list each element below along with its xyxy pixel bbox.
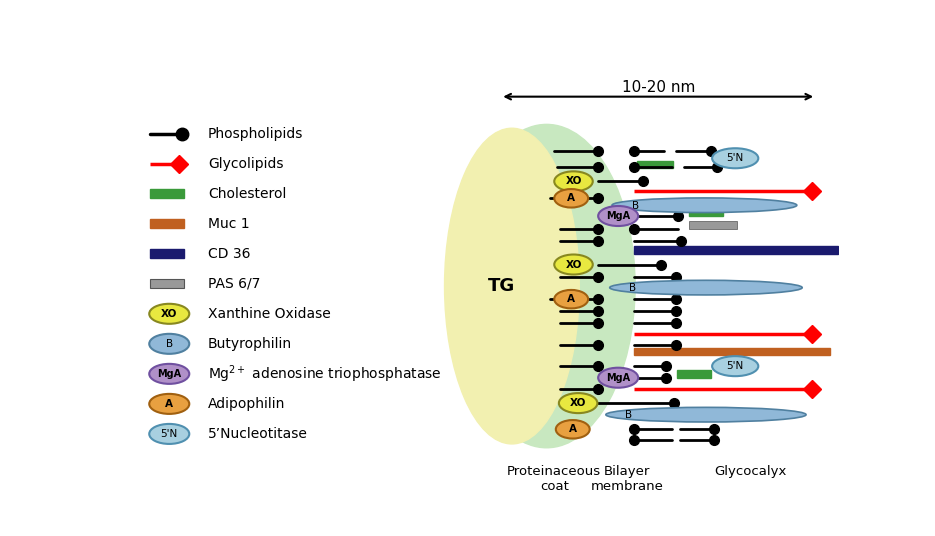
Ellipse shape <box>150 364 189 384</box>
Text: Muc 1: Muc 1 <box>208 217 250 230</box>
Text: Proteinaceous
coat: Proteinaceous coat <box>507 465 601 493</box>
Text: 5'N: 5'N <box>726 361 744 371</box>
Text: MgA: MgA <box>606 211 630 221</box>
Text: Bilayer
membrane: Bilayer membrane <box>591 465 664 493</box>
Text: TG: TG <box>487 277 515 295</box>
Bar <box>634 246 838 254</box>
Ellipse shape <box>554 172 593 191</box>
Text: Cholesterol: Cholesterol <box>208 187 286 200</box>
Text: A: A <box>568 425 577 434</box>
Bar <box>150 189 184 198</box>
Ellipse shape <box>458 124 635 448</box>
Ellipse shape <box>150 394 189 414</box>
Text: MgA: MgA <box>606 373 630 383</box>
Text: B: B <box>626 411 632 420</box>
Text: B: B <box>165 339 173 349</box>
Text: XO: XO <box>570 398 586 408</box>
Text: XO: XO <box>161 309 178 319</box>
Text: Adipophilin: Adipophilin <box>208 397 285 411</box>
Ellipse shape <box>598 368 639 388</box>
Ellipse shape <box>610 280 802 295</box>
Text: $\mathregular{Mg^{2+}}$ adenosine triophosphatase: $\mathregular{Mg^{2+}}$ adenosine trioph… <box>208 363 441 385</box>
Bar <box>689 209 723 216</box>
Text: PAS 6/7: PAS 6/7 <box>208 277 260 291</box>
Ellipse shape <box>712 356 758 376</box>
Text: CD 36: CD 36 <box>208 247 251 260</box>
Text: 5'N: 5'N <box>161 429 178 439</box>
Ellipse shape <box>559 393 597 413</box>
Ellipse shape <box>150 304 189 324</box>
Ellipse shape <box>444 128 580 444</box>
Text: XO: XO <box>566 176 582 187</box>
Text: MgA: MgA <box>157 369 181 379</box>
Text: 5’Nucleotitase: 5’Nucleotitase <box>208 427 308 441</box>
Text: A: A <box>568 193 575 203</box>
Text: A: A <box>568 294 575 304</box>
Ellipse shape <box>554 290 588 308</box>
Bar <box>677 370 711 378</box>
Ellipse shape <box>612 198 797 213</box>
Text: XO: XO <box>566 259 582 270</box>
Bar <box>150 219 184 228</box>
Text: Xanthine Oxidase: Xanthine Oxidase <box>208 307 330 321</box>
Text: B: B <box>629 284 637 293</box>
Ellipse shape <box>150 424 189 444</box>
Ellipse shape <box>555 420 590 438</box>
Bar <box>638 161 673 168</box>
Ellipse shape <box>554 189 588 207</box>
Bar <box>150 249 184 258</box>
Text: B: B <box>631 201 639 211</box>
Ellipse shape <box>606 407 806 422</box>
Bar <box>150 279 184 288</box>
Text: 5'N: 5'N <box>726 153 744 163</box>
Ellipse shape <box>554 255 593 274</box>
Text: Phospholipids: Phospholipids <box>208 126 303 140</box>
Text: A: A <box>165 399 173 409</box>
Text: 10-20 nm: 10-20 nm <box>622 80 695 95</box>
Bar <box>689 221 737 229</box>
Text: Glycocalyx: Glycocalyx <box>714 465 786 478</box>
Bar <box>634 348 830 355</box>
Text: Glycolipids: Glycolipids <box>208 157 283 170</box>
Ellipse shape <box>598 206 639 226</box>
Text: Butyrophilin: Butyrophilin <box>208 337 292 351</box>
Ellipse shape <box>712 148 758 168</box>
Ellipse shape <box>150 334 189 354</box>
